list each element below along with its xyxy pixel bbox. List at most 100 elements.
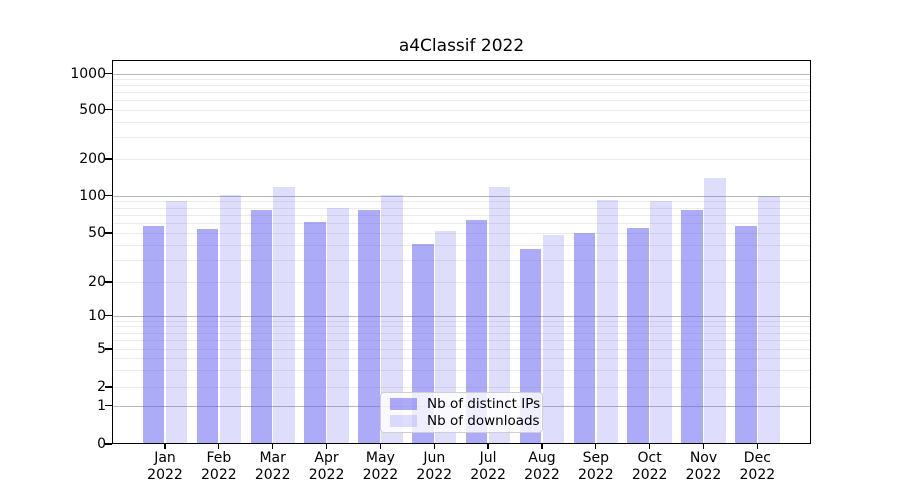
gridline xyxy=(113,159,810,160)
gridline xyxy=(113,340,810,342)
y-tick-label: 200 xyxy=(79,151,106,167)
bar-downloads-dec xyxy=(758,195,780,444)
bar-downloads-mar xyxy=(273,187,295,444)
x-tick-mark xyxy=(756,444,758,449)
bar-distinct-ips-mar xyxy=(250,210,272,444)
gridline xyxy=(113,109,810,111)
gridline xyxy=(113,349,810,350)
x-tick-label: May 2022 xyxy=(362,450,399,483)
gridline xyxy=(113,121,810,123)
x-tick-label: Nov 2022 xyxy=(685,450,722,483)
gridline xyxy=(113,92,810,94)
y-tick-label: 10 xyxy=(88,307,106,324)
x-tick-label: Dec 2022 xyxy=(739,450,776,483)
y-tick-mark xyxy=(105,348,112,350)
gridline xyxy=(113,326,810,328)
gridline xyxy=(113,223,810,225)
y-tick-mark xyxy=(105,108,112,111)
y-tick-label: 500 xyxy=(79,101,106,118)
x-tick-label: Feb 2022 xyxy=(201,450,237,483)
gridline xyxy=(113,244,810,246)
bar-distinct-ips-dec xyxy=(735,225,757,444)
gridline xyxy=(113,201,810,203)
legend-item: Nb of distinct IPs xyxy=(390,396,540,412)
gridline xyxy=(113,73,810,75)
legend-label: Nb of distinct IPs xyxy=(427,395,541,412)
bar-distinct-ips-apr xyxy=(304,222,326,444)
x-tick-mark xyxy=(164,444,166,449)
y-tick-mark xyxy=(105,195,112,197)
gridline xyxy=(113,195,810,197)
x-tick-mark xyxy=(325,444,328,449)
x-tick-mark xyxy=(595,444,597,449)
y-tick-mark xyxy=(105,281,112,283)
chart-title: a4Classif 2022 xyxy=(398,36,525,56)
bar-downloads-jun xyxy=(434,230,457,444)
gridline xyxy=(113,233,810,234)
bar-downloads-jan xyxy=(165,201,188,444)
legend-swatch-downloads xyxy=(390,415,417,428)
x-tick-mark xyxy=(702,444,705,449)
bar-downloads-may xyxy=(381,195,403,444)
gridline xyxy=(113,85,810,87)
bar-downloads-aug xyxy=(542,235,565,444)
gridline xyxy=(113,137,810,139)
gridline xyxy=(113,370,810,372)
y-tick-label: 100 xyxy=(79,187,106,204)
y-tick-label: 2 xyxy=(97,379,106,395)
x-tick-label: Jul 2022 xyxy=(470,450,506,483)
legend: Nb of distinct IPs Nb of downloads xyxy=(380,392,543,433)
bar-downloads-sep xyxy=(596,200,618,444)
gridline xyxy=(113,260,810,262)
gridline xyxy=(113,332,810,334)
y-tick-label: 1 xyxy=(97,397,106,414)
y-tick-label: 1000 xyxy=(70,65,106,82)
x-tick-mark xyxy=(649,444,651,449)
bar-distinct-ips-nov xyxy=(681,209,703,444)
legend-item: Nb of downloads xyxy=(390,413,540,429)
gridline xyxy=(113,207,810,209)
gridline xyxy=(113,315,810,317)
y-tick-label: 5 xyxy=(97,341,106,357)
y-tick-label: 50 xyxy=(88,225,106,241)
y-tick-mark xyxy=(105,232,112,234)
gridline xyxy=(113,387,810,388)
legend-label: Nb of downloads xyxy=(427,413,540,430)
bar-downloads-jul xyxy=(488,187,511,444)
bar-distinct-ips-sep xyxy=(573,233,596,444)
y-tick-mark xyxy=(105,314,112,317)
bar-distinct-ips-jan xyxy=(142,225,165,444)
x-tick-label: Jan 2022 xyxy=(147,450,183,483)
x-tick-mark xyxy=(272,444,274,449)
bar-distinct-ips-may xyxy=(358,209,380,444)
legend-swatch-distinct-ips xyxy=(390,397,417,410)
gridline xyxy=(113,320,810,322)
plot-area xyxy=(113,61,810,444)
x-tick-mark xyxy=(433,444,435,449)
x-tick-mark xyxy=(541,444,543,449)
x-tick-label: Sep 2022 xyxy=(577,450,614,483)
gridline xyxy=(113,100,810,102)
bar-downloads-apr xyxy=(327,207,349,444)
bar-distinct-ips-oct xyxy=(627,227,649,444)
y-tick-mark xyxy=(105,404,112,407)
gridline xyxy=(113,358,810,360)
gridline xyxy=(113,282,810,283)
x-tick-label: Mar 2022 xyxy=(254,450,291,483)
y-tick-mark xyxy=(105,443,112,445)
y-tick-mark xyxy=(105,72,112,75)
x-tick-mark xyxy=(218,444,220,449)
y-tick-mark xyxy=(105,386,112,388)
gridline xyxy=(113,78,810,80)
y-tick-label: 0 xyxy=(97,436,106,452)
x-tick-mark xyxy=(379,444,382,449)
bar-distinct-ips-feb xyxy=(196,228,219,444)
bar-downloads-feb xyxy=(219,194,242,444)
y-tick-mark xyxy=(105,158,112,160)
bar-downloads-nov xyxy=(704,177,726,444)
bar-downloads-oct xyxy=(650,200,672,444)
x-tick-mark xyxy=(487,444,489,449)
x-tick-label: Jun 2022 xyxy=(416,450,453,483)
x-tick-label: Oct 2022 xyxy=(631,450,668,483)
